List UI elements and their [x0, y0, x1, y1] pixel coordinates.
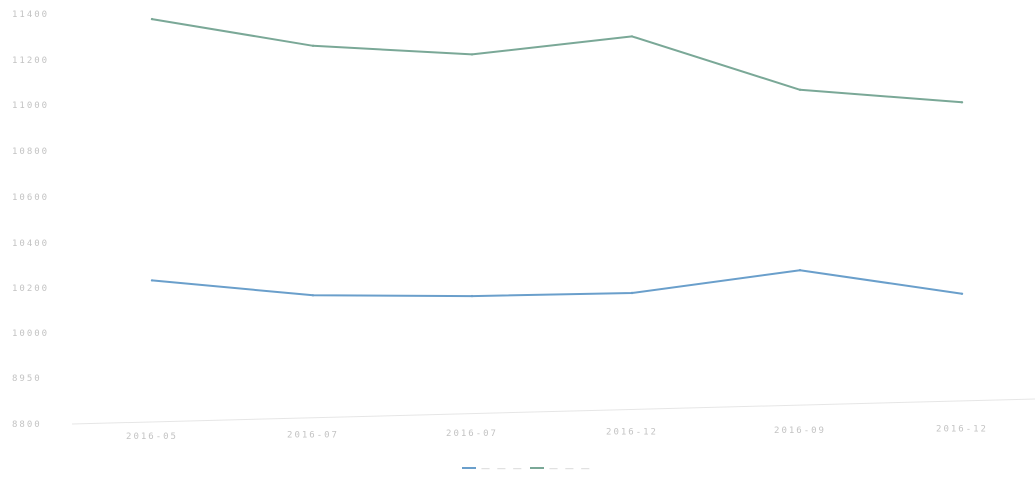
y-axis: 8800 8950 10000 10200 10400 10600 10800 11000 11… [12, 10, 49, 430]
data-point [150, 17, 154, 21]
y-tick-label: 10200 [12, 284, 49, 294]
series-group [150, 17, 964, 298]
data-point [798, 269, 802, 272]
data-point [470, 53, 474, 56]
x-tick-label: 2016-09 [774, 426, 826, 436]
y-tick-label: 8950 [12, 374, 42, 384]
legend-label: — — — [481, 464, 524, 474]
series-line-1 [151, 18, 963, 104]
data-point [630, 35, 634, 38]
legend-label: — — — [549, 464, 592, 474]
y-tick-label: 8800 [12, 420, 42, 430]
y-tick-label: 10800 [12, 147, 49, 157]
x-tick-label: 2016-12 [606, 428, 658, 438]
x-axis: 2016-05 2016-07 2016-07 2016-12 2016-09 2016-… [126, 425, 988, 443]
y-tick-label: 10000 [12, 329, 49, 339]
legend: — — — — — — [462, 464, 592, 474]
x-tick-label: 2016-07 [446, 429, 498, 439]
series-line-2 [151, 269, 963, 298]
data-point [470, 294, 474, 298]
x-tick-label: 2016-05 [126, 432, 178, 442]
data-point [960, 292, 964, 295]
y-tick-label: 11400 [12, 10, 49, 20]
data-point [960, 101, 964, 104]
data-point [311, 44, 315, 47]
y-tick-label: 10400 [12, 239, 49, 249]
y-tick-label: 10600 [12, 193, 49, 203]
x-axis-line [71, 398, 1035, 425]
y-tick-label: 11200 [12, 56, 49, 66]
data-point [311, 294, 315, 297]
x-tick-label: 2016-12 [936, 425, 988, 435]
data-point [630, 291, 634, 295]
data-point [150, 279, 154, 282]
data-point [798, 88, 802, 92]
y-tick-label: 11000 [12, 101, 49, 111]
x-tick-label: 2016-07 [287, 431, 339, 441]
